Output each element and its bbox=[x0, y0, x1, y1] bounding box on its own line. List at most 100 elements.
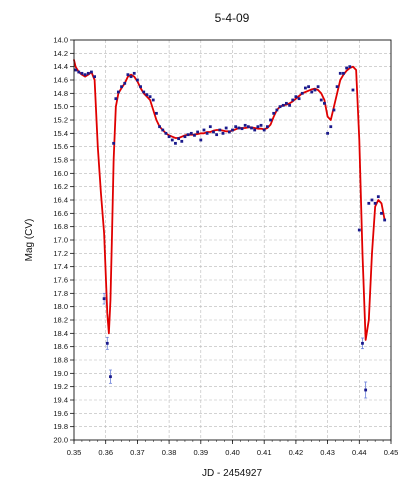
data-point bbox=[218, 128, 222, 132]
data-point bbox=[237, 126, 241, 130]
chart-title: 5-4-09 bbox=[215, 11, 250, 25]
y-tick-labels: 14.0 14.2 14.4 14.6 14.8 15.0 15.2 15.4 15.6 15.8… bbox=[53, 36, 68, 445]
y-tick-label: 15.2 bbox=[53, 116, 68, 125]
data-point bbox=[120, 85, 123, 89]
data-point bbox=[212, 130, 215, 134]
data-point bbox=[177, 137, 181, 141]
data-point bbox=[304, 86, 307, 90]
data-point bbox=[74, 68, 77, 72]
data-point bbox=[116, 90, 120, 94]
data-point bbox=[215, 133, 219, 137]
y-tick-label: 14.4 bbox=[53, 62, 68, 71]
data-point bbox=[155, 111, 158, 115]
data-point bbox=[90, 70, 93, 74]
data-point bbox=[265, 125, 269, 129]
y-tick-label: 20.0 bbox=[53, 436, 68, 445]
data-point bbox=[221, 131, 225, 135]
data-point bbox=[174, 141, 177, 145]
data-point bbox=[227, 130, 231, 134]
y-tick-label: 15.8 bbox=[53, 156, 68, 165]
x-tick-label: 0.44 bbox=[352, 448, 367, 457]
data-point bbox=[93, 75, 97, 79]
y-axis-label: Mag (CV) bbox=[24, 219, 35, 262]
data-point bbox=[189, 131, 193, 135]
x-tick-label: 0.37 bbox=[130, 448, 145, 457]
y-tick-label: 17.0 bbox=[53, 236, 68, 245]
data-point bbox=[288, 103, 291, 107]
data-point bbox=[183, 135, 187, 139]
data-point bbox=[272, 111, 276, 115]
data-point bbox=[102, 297, 106, 301]
data-point bbox=[376, 195, 380, 199]
x-tick-label: 0.36 bbox=[98, 448, 113, 457]
data-point bbox=[231, 128, 234, 132]
data-point bbox=[284, 101, 288, 105]
data-point bbox=[370, 198, 374, 202]
data-point bbox=[250, 126, 253, 130]
x-tick-label: 0.45 bbox=[384, 448, 399, 457]
data-point bbox=[259, 123, 263, 127]
data-point bbox=[335, 85, 339, 89]
data-point bbox=[109, 375, 112, 379]
data-point bbox=[145, 93, 149, 97]
y-tick-label: 15.0 bbox=[53, 102, 68, 111]
data-point bbox=[208, 125, 212, 129]
data-point bbox=[361, 341, 364, 345]
x-tick-label: 0.43 bbox=[320, 448, 335, 457]
y-tick-label: 19.2 bbox=[53, 382, 68, 391]
data-point bbox=[205, 131, 209, 135]
data-point bbox=[234, 125, 238, 129]
data-point bbox=[86, 71, 90, 75]
data-point bbox=[348, 65, 352, 69]
x-tick-label: 0.41 bbox=[257, 448, 272, 457]
y-tick-label: 19.8 bbox=[53, 422, 68, 431]
data-point bbox=[148, 95, 152, 99]
data-point bbox=[373, 201, 377, 205]
data-point bbox=[80, 71, 84, 75]
y-tick-label: 14.6 bbox=[53, 76, 68, 85]
data-point bbox=[329, 125, 333, 129]
y-tick-label: 19.6 bbox=[53, 409, 68, 418]
data-point bbox=[83, 73, 87, 77]
data-point bbox=[139, 85, 142, 89]
grid-lines bbox=[74, 40, 391, 440]
data-point bbox=[186, 133, 190, 137]
data-point bbox=[300, 91, 304, 95]
y-tick-label: 18.0 bbox=[53, 302, 68, 311]
data-point bbox=[199, 138, 203, 142]
data-point bbox=[246, 125, 250, 129]
x-tick-labels: 0.35 0.36 0.37 0.38 0.39 0.40 0.41 0.42 0.43 0.44… bbox=[67, 448, 399, 457]
data-point bbox=[357, 228, 361, 232]
y-tick-label: 18.6 bbox=[53, 342, 68, 351]
data-point bbox=[142, 90, 146, 94]
data-point bbox=[105, 341, 109, 345]
x-tick-label: 0.35 bbox=[67, 448, 82, 457]
y-tick-label: 19.0 bbox=[53, 369, 68, 378]
data-point bbox=[253, 128, 257, 132]
x-tick-label: 0.38 bbox=[162, 448, 177, 457]
data-point bbox=[77, 70, 81, 74]
data-point bbox=[291, 98, 295, 102]
data-point bbox=[129, 75, 133, 79]
data-point bbox=[326, 131, 329, 135]
data-point bbox=[275, 108, 279, 112]
y-tick-label: 18.2 bbox=[53, 316, 68, 325]
y-tick-label: 15.6 bbox=[53, 142, 68, 151]
x-tick-label: 0.39 bbox=[193, 448, 208, 457]
axes bbox=[70, 39, 392, 444]
y-tick-label: 17.2 bbox=[53, 249, 68, 258]
data-point bbox=[351, 88, 355, 92]
y-tick-label: 14.2 bbox=[53, 49, 68, 58]
y-tick-label: 16.4 bbox=[53, 196, 68, 205]
data-point bbox=[364, 388, 368, 392]
data-point bbox=[193, 133, 196, 137]
data-point bbox=[262, 128, 266, 132]
x-tick-label: 0.42 bbox=[289, 448, 304, 457]
data-point bbox=[313, 88, 317, 92]
data-point bbox=[196, 130, 200, 134]
data-point bbox=[112, 141, 116, 145]
y-tick-label: 17.6 bbox=[53, 276, 68, 285]
data-points-layer bbox=[74, 65, 387, 399]
y-tick-label: 14.8 bbox=[53, 89, 68, 98]
